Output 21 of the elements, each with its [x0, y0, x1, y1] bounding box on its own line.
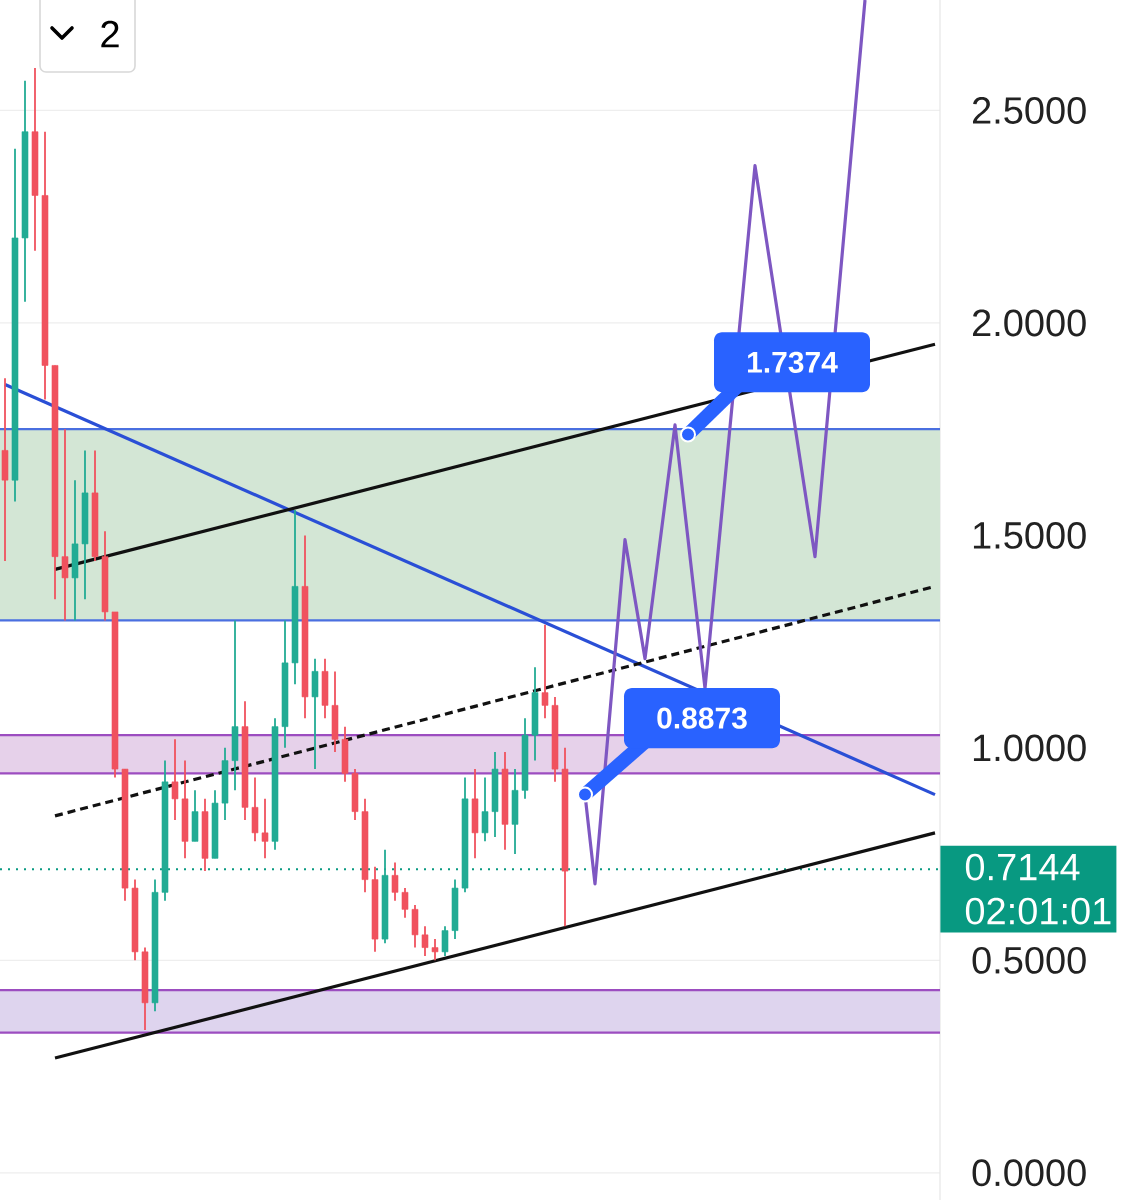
- candlestick: [401, 887, 409, 919]
- y-tick-label: 1.5000: [973, 521, 1086, 549]
- y-tick-label: 2.0000: [972, 309, 1086, 337]
- text: 02:01:01: [965, 897, 1111, 925]
- annotation: 2: [101, 20, 119, 48]
- y-tick-label: 0.5000: [972, 946, 1086, 974]
- y-tick-label: 1.0000: [973, 734, 1086, 762]
- candlestick: [171, 738, 179, 822]
- candlestick: [421, 925, 429, 957]
- candlestick: [541, 623, 549, 720]
- candlestick: [441, 925, 449, 957]
- candlestick: [391, 861, 399, 902]
- candlestick: [431, 938, 439, 962]
- y-tick-label: 0.0000: [972, 1159, 1086, 1187]
- candlestick: [61, 428, 69, 622]
- candlestick: [261, 797, 269, 860]
- y-tick-label: 2.5000: [972, 97, 1086, 124]
- annotation: 0.8873: [657, 707, 747, 729]
- candlestick: [481, 776, 489, 843]
- annotation: 1.7374: [748, 351, 838, 373]
- ref-line-label: 0.7144: [965, 853, 1080, 881]
